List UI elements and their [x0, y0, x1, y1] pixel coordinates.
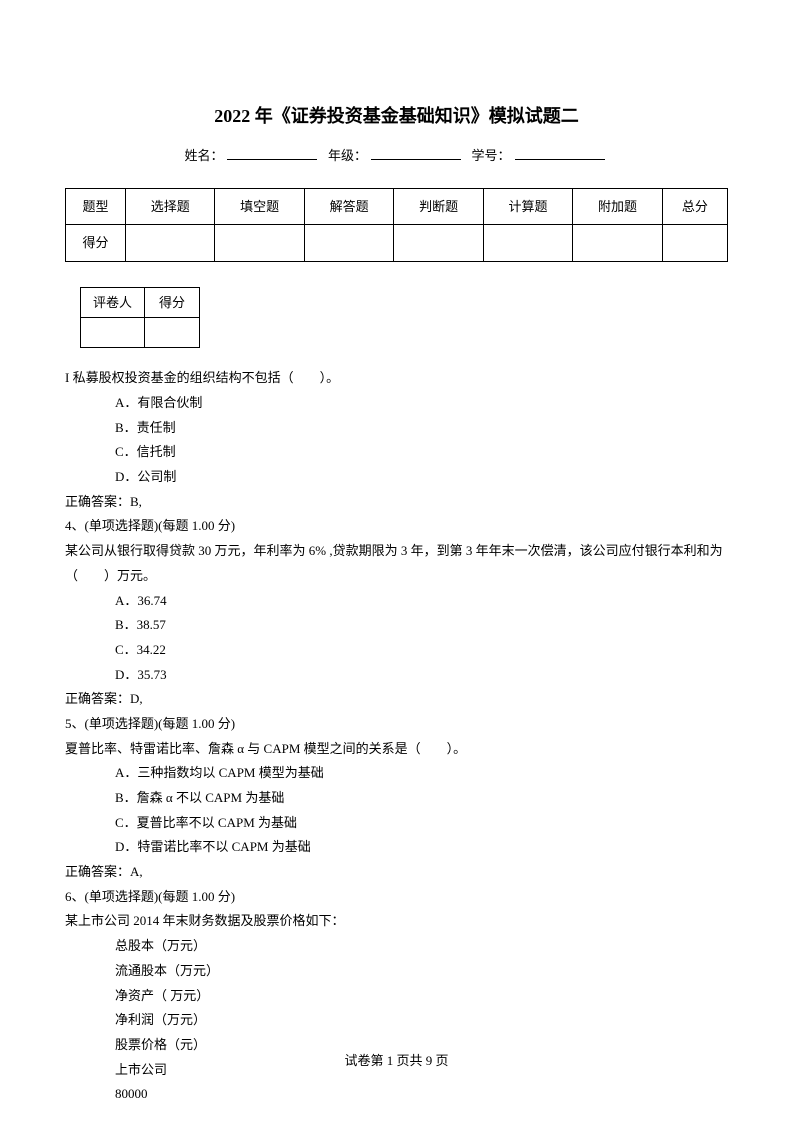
header-cell: 总分 — [662, 188, 727, 224]
answer-text: 正确答案：D, — [65, 687, 728, 712]
score-cell — [126, 225, 215, 261]
grader-table: 评卷人 得分 — [80, 287, 200, 349]
score-table: 题型 选择题 填空题 解答题 判断题 计算题 附加题 总分 得分 — [65, 188, 728, 262]
option-a: A．三种指数均以 CAPM 模型为基础 — [65, 761, 728, 786]
score-cell — [573, 225, 662, 261]
score-cell — [483, 225, 572, 261]
option-a: A．有限合伙制 — [65, 391, 728, 416]
name-blank — [227, 159, 317, 160]
header-cell: 选择题 — [126, 188, 215, 224]
option-d: D．公司制 — [65, 465, 728, 490]
header-cell: 附加题 — [573, 188, 662, 224]
answer-text: 正确答案：A, — [65, 860, 728, 885]
name-label: 姓名： — [184, 148, 223, 163]
id-label: 学号： — [472, 148, 511, 163]
header-cell: 计算题 — [483, 188, 572, 224]
answer-text: 正确答案：B, — [65, 490, 728, 515]
page-footer: 试卷第 1 页共 9 页 — [0, 1049, 793, 1072]
option-c: C．34.22 — [65, 638, 728, 663]
header-cell: 解答题 — [304, 188, 393, 224]
question-stem: 某上市公司 2014 年末财务数据及股票价格如下： — [65, 909, 728, 934]
score-cell — [215, 225, 304, 261]
option-c: C．夏普比率不以 CAPM 为基础 — [65, 811, 728, 836]
grade-blank — [371, 159, 461, 160]
question-stem: 某公司从银行取得贷款 30 万元，年利率为 6% ,贷款期限为 3 年，到第 3… — [65, 539, 728, 588]
student-info-line: 姓名： 年级： 学号： — [65, 144, 728, 167]
option-d: D．特雷诺比率不以 CAPM 为基础 — [65, 835, 728, 860]
grader-cell — [81, 317, 145, 347]
option-a: A．36.74 — [65, 589, 728, 614]
question-stem: 夏普比率、特雷诺比率、詹森 α 与 CAPM 模型之间的关系是（ ）。 — [65, 737, 728, 762]
grade-label: 年级： — [328, 148, 367, 163]
data-line: 净利润（万元） — [65, 1008, 728, 1033]
data-line: 流通股本（万元） — [65, 959, 728, 984]
question-stem: I 私募股权投资基金的组织结构不包括（ ）。 — [65, 366, 728, 391]
score-cell — [145, 317, 200, 347]
option-c: C．信托制 — [65, 440, 728, 465]
table-row: 得分 — [66, 225, 728, 261]
table-row: 题型 选择题 填空题 解答题 判断题 计算题 附加题 总分 — [66, 188, 728, 224]
id-blank — [515, 159, 605, 160]
score-cell — [662, 225, 727, 261]
option-b: B．责任制 — [65, 416, 728, 441]
score-cell — [304, 225, 393, 261]
header-cell: 判断题 — [394, 188, 483, 224]
page-title: 2022 年《证券投资基金基础知识》模拟试题二 — [65, 100, 728, 132]
score-cell — [394, 225, 483, 261]
grader-label: 评卷人 — [81, 287, 145, 317]
table-row — [81, 317, 200, 347]
question-header: 6、(单项选择题)(每题 1.00 分) — [65, 885, 728, 910]
header-cell: 填空题 — [215, 188, 304, 224]
question-header: 4、(单项选择题)(每题 1.00 分) — [65, 514, 728, 539]
score-label: 得分 — [145, 287, 200, 317]
header-cell: 题型 — [66, 188, 126, 224]
data-line: 总股本（万元） — [65, 934, 728, 959]
option-d: D．35.73 — [65, 663, 728, 688]
row-label-cell: 得分 — [66, 225, 126, 261]
option-b: B．詹森 α 不以 CAPM 为基础 — [65, 786, 728, 811]
table-row: 评卷人 得分 — [81, 287, 200, 317]
data-line: 净资产（ 万元） — [65, 984, 728, 1009]
question-header: 5、(单项选择题)(每题 1.00 分) — [65, 712, 728, 737]
exam-content: I 私募股权投资基金的组织结构不包括（ ）。 A．有限合伙制 B．责任制 C．信… — [65, 366, 728, 1107]
option-b: B．38.57 — [65, 613, 728, 638]
data-line: 80000 — [65, 1082, 728, 1107]
